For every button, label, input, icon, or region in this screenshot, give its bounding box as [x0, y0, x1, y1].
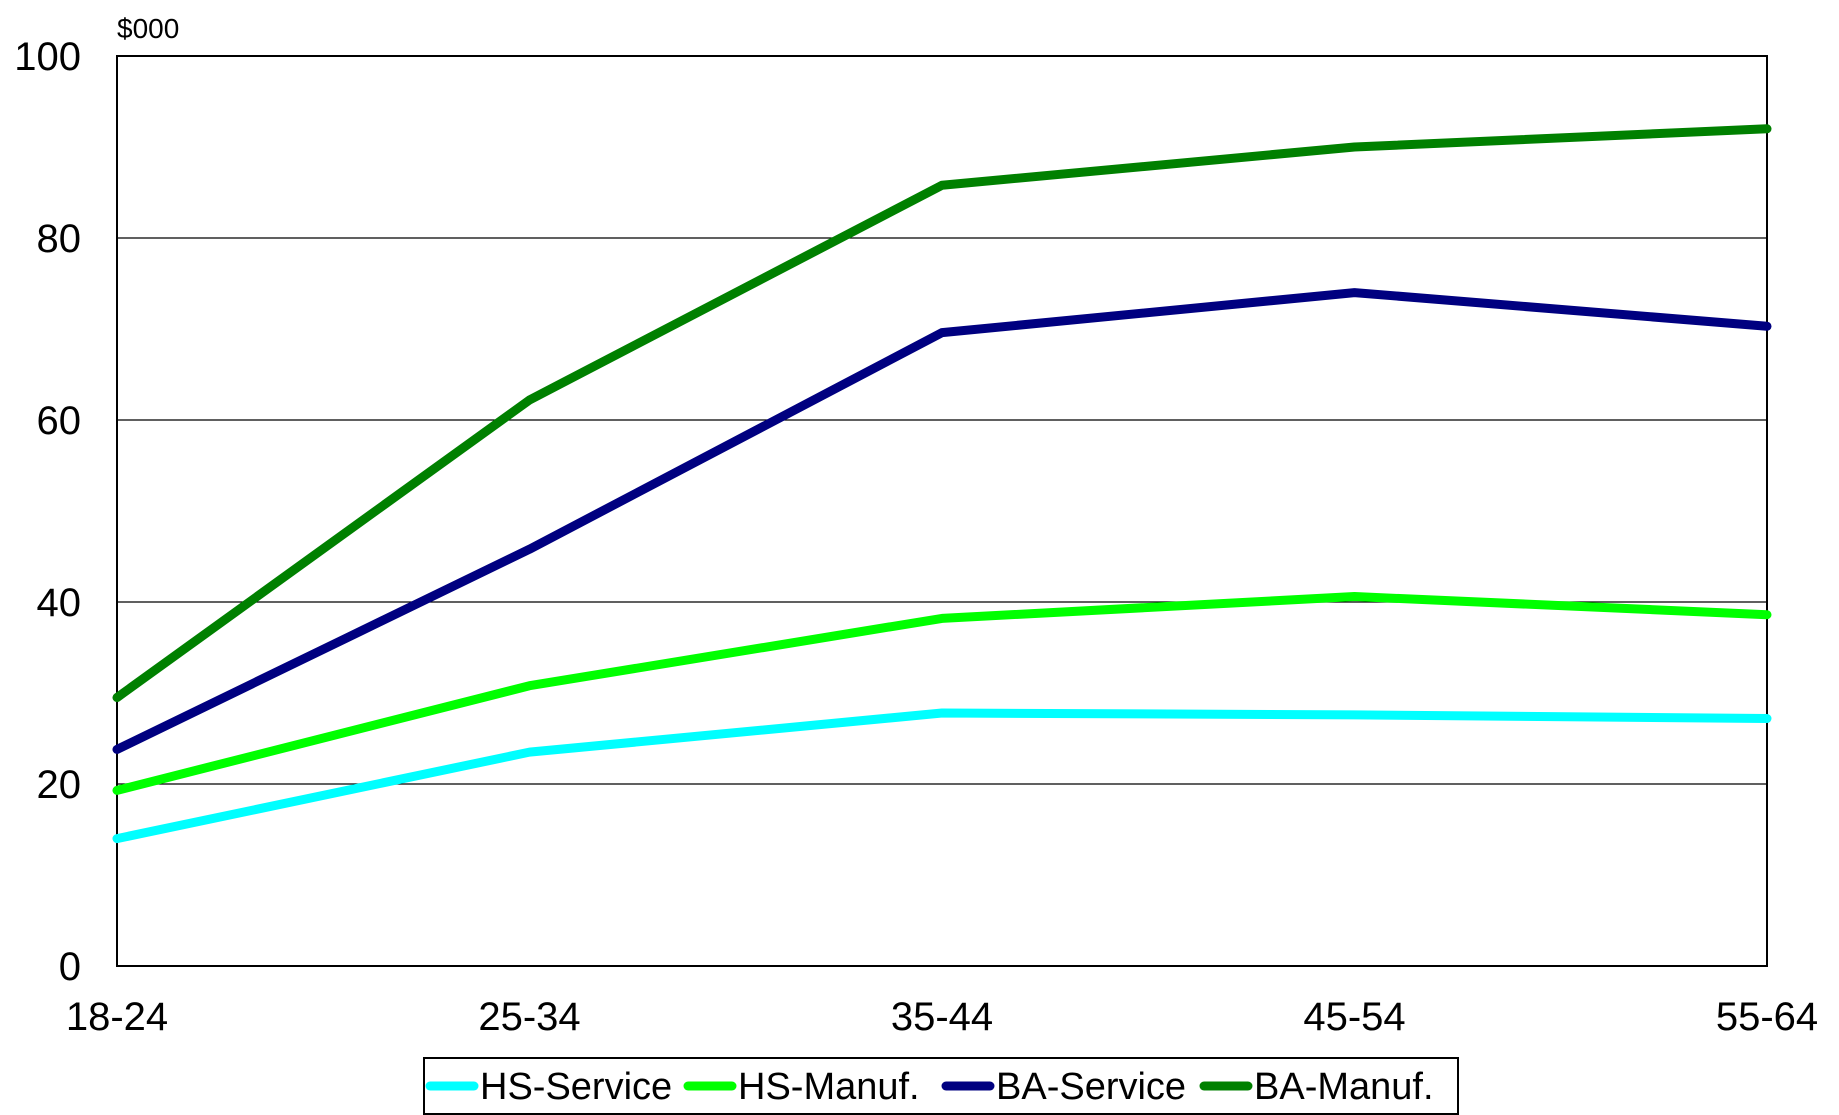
series-line-1	[112, 708, 1772, 844]
y-tick-label: 100	[14, 35, 81, 79]
legend-label: BA-Service	[996, 1066, 1186, 1108]
y-tick-label: 20	[37, 763, 82, 807]
x-tick-label: 45-54	[1303, 995, 1405, 1039]
x-tick-label: 25-34	[478, 995, 580, 1039]
y-tick-label: 60	[37, 399, 82, 443]
y-axis-ticks: 0 20 40 60 80 100	[14, 35, 81, 989]
series-line-3	[112, 288, 1772, 754]
series-line-4	[112, 124, 1772, 703]
plot-area-frame	[116, 55, 1768, 967]
gridlines	[117, 237, 1767, 785]
x-tick-label: 18-24	[66, 995, 168, 1039]
x-tick-label: 55-64	[1716, 995, 1818, 1039]
series-line-2	[112, 592, 1772, 795]
legend: HS-Service HS-Manuf. BA-Service BA-Manuf.	[423, 1057, 1459, 1115]
legend-label: HS-Service	[480, 1066, 672, 1108]
x-tick-label: 35-44	[891, 995, 993, 1039]
series-lines	[112, 124, 1772, 844]
legend-label: BA-Manuf.	[1254, 1066, 1434, 1108]
y-tick-label: 0	[59, 945, 81, 989]
y-tick-label: 80	[37, 217, 82, 261]
legend-box	[423, 1057, 1459, 1115]
y-unit-label: $000	[117, 13, 179, 44]
y-tick-label: 40	[37, 581, 82, 625]
legend-label: HS-Manuf.	[738, 1066, 920, 1108]
x-axis-ticks: 18-24 25-34 35-44 45-54 55-64	[66, 995, 1818, 1039]
